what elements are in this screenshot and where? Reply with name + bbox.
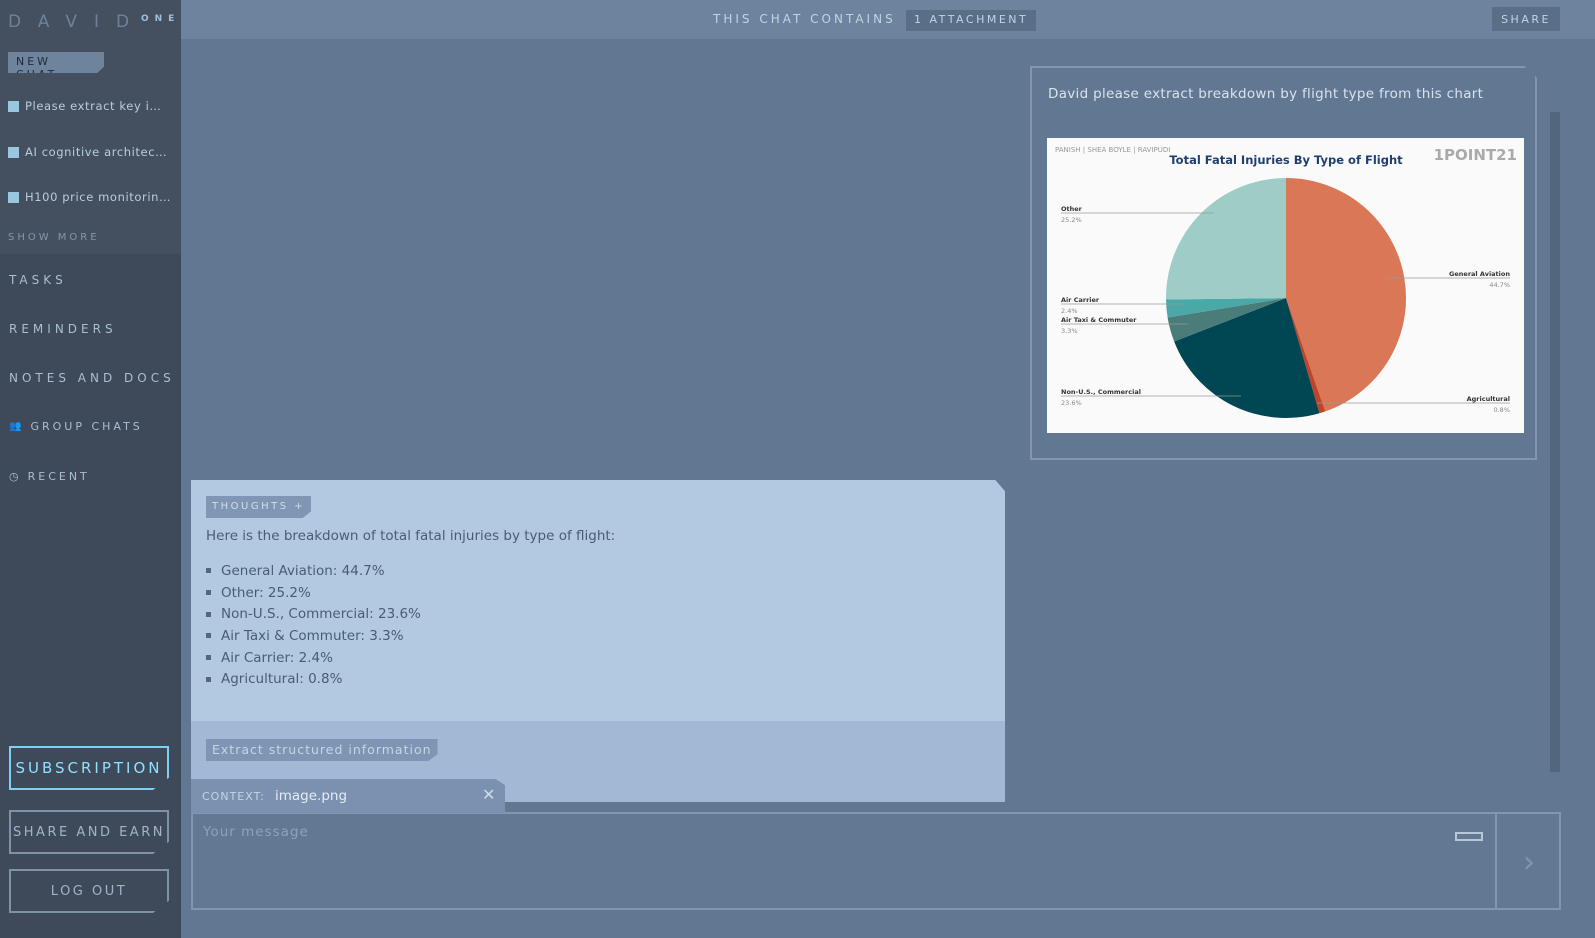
context-label: CONTEXT: [202,790,265,803]
data-label: 3.3% [1061,327,1078,335]
chat-history-panel: DAVID ONE NEW CHAT Please extract key i… … [0,0,181,254]
pie-slice-other [1166,178,1286,300]
share-button[interactable]: SHARE [1492,7,1560,31]
attach-icon[interactable] [1455,832,1483,841]
pie-slice-air-carrier [1166,298,1286,318]
share-and-earn-button[interactable]: SHARE AND EARN [9,810,169,854]
nav-group-chats[interactable]: 👥 GROUP CHATS [9,420,143,433]
watermark-right: 1POINT21 [1434,146,1517,164]
data-label: 23.6% [1061,399,1082,407]
pie-chart: PANISH | SHEA BOYLE | RAVIPUDI 1POINT21 … [1055,146,1517,418]
watermark-left: PANISH | SHEA BOYLE | RAVIPUDI [1055,146,1170,154]
top-bar [181,0,1595,39]
data-label: 0.8% [1493,406,1510,414]
history-item[interactable]: H100 price monitorin… [8,190,171,204]
pie-slice-non-u-s-commercial [1174,298,1320,418]
context-chip: CONTEXT: image.png ✕ [191,779,505,813]
suggestion-button[interactable]: Extract structured information [206,739,438,761]
show-more-link[interactable]: SHOW MORE [8,232,100,243]
group-icon: 👥 [9,421,25,432]
category-label: Air Carrier [1061,296,1100,304]
assistant-intro: Here is the breakdown of total fatal inj… [206,528,616,544]
nav-tasks[interactable]: TASKS [9,273,67,287]
attachment-badge[interactable]: 1 ATTACHMENT [906,10,1037,31]
list-item: Other: 25.2% [206,582,421,604]
assistant-message: THOUGHTS + Here is the breakdown of tota… [191,480,1005,802]
nav-reminders[interactable]: REMINDERS [9,322,117,336]
attached-chart-image[interactable]: PANISH | SHEA BOYLE | RAVIPUDI 1POINT21 … [1047,138,1524,433]
data-label: 2.4% [1061,307,1078,315]
category-label: Non-U.S., Commercial [1061,388,1141,396]
chevron-right-icon: › [1523,844,1535,880]
data-label: 25.2% [1061,216,1082,224]
user-message-text: David please extract breakdown by flight… [1048,86,1484,102]
message-input[interactable] [203,824,1403,840]
log-out-button[interactable]: LOG OUT [9,869,169,913]
logo: DAVID ONE [8,12,181,32]
scrollbar[interactable] [1550,112,1560,772]
user-message: David please extract breakdown by flight… [1030,66,1537,460]
data-label: 44.7% [1489,281,1510,289]
category-label: General Aviation [1449,270,1510,278]
category-label: Air Taxi & Commuter [1061,316,1137,324]
chat-icon [8,100,19,112]
list-item: Air Taxi & Commuter: 3.3% [206,625,421,647]
breakdown-list: General Aviation: 44.7% Other: 25.2% Non… [206,560,421,690]
send-button[interactable]: › [1495,814,1561,910]
chart-title: Total Fatal Injuries By Type of Flight [1169,153,1403,167]
context-file: image.png [275,788,348,804]
list-item: General Aviation: 44.7% [206,560,421,582]
list-item: Non-U.S., Commercial: 23.6% [206,603,421,625]
history-item[interactable]: AI cognitive architec… [8,145,167,159]
list-item: Air Carrier: 2.4% [206,647,421,669]
clock-icon: ◷ [9,470,22,483]
nav-notes-and-docs[interactable]: NOTES AND DOCS [9,371,175,385]
subscription-button[interactable]: SUBSCRIPTION [9,746,169,790]
pie-slice-agricultural [1286,298,1326,414]
category-label: Agricultural [1467,395,1510,403]
sidebar: DAVID ONE NEW CHAT Please extract key i… … [0,0,181,938]
thoughts-toggle[interactable]: THOUGHTS + [206,496,312,518]
list-item: Agricultural: 0.8% [206,668,421,690]
history-item[interactable]: Please extract key i… [8,99,162,113]
attachment-info: THIS CHAT CONTAINS [713,12,896,26]
close-icon[interactable]: ✕ [482,785,496,804]
pie-slice-general-aviation [1286,178,1406,412]
new-chat-button[interactable]: NEW CHAT [8,52,104,73]
nav-recent[interactable]: ◷ RECENT [9,470,90,483]
chat-icon [8,191,19,203]
message-composer: › [191,812,1561,910]
pie-slice-air-taxi-commuter [1167,298,1286,342]
chat-icon [8,146,19,158]
category-label: Other [1061,205,1083,213]
